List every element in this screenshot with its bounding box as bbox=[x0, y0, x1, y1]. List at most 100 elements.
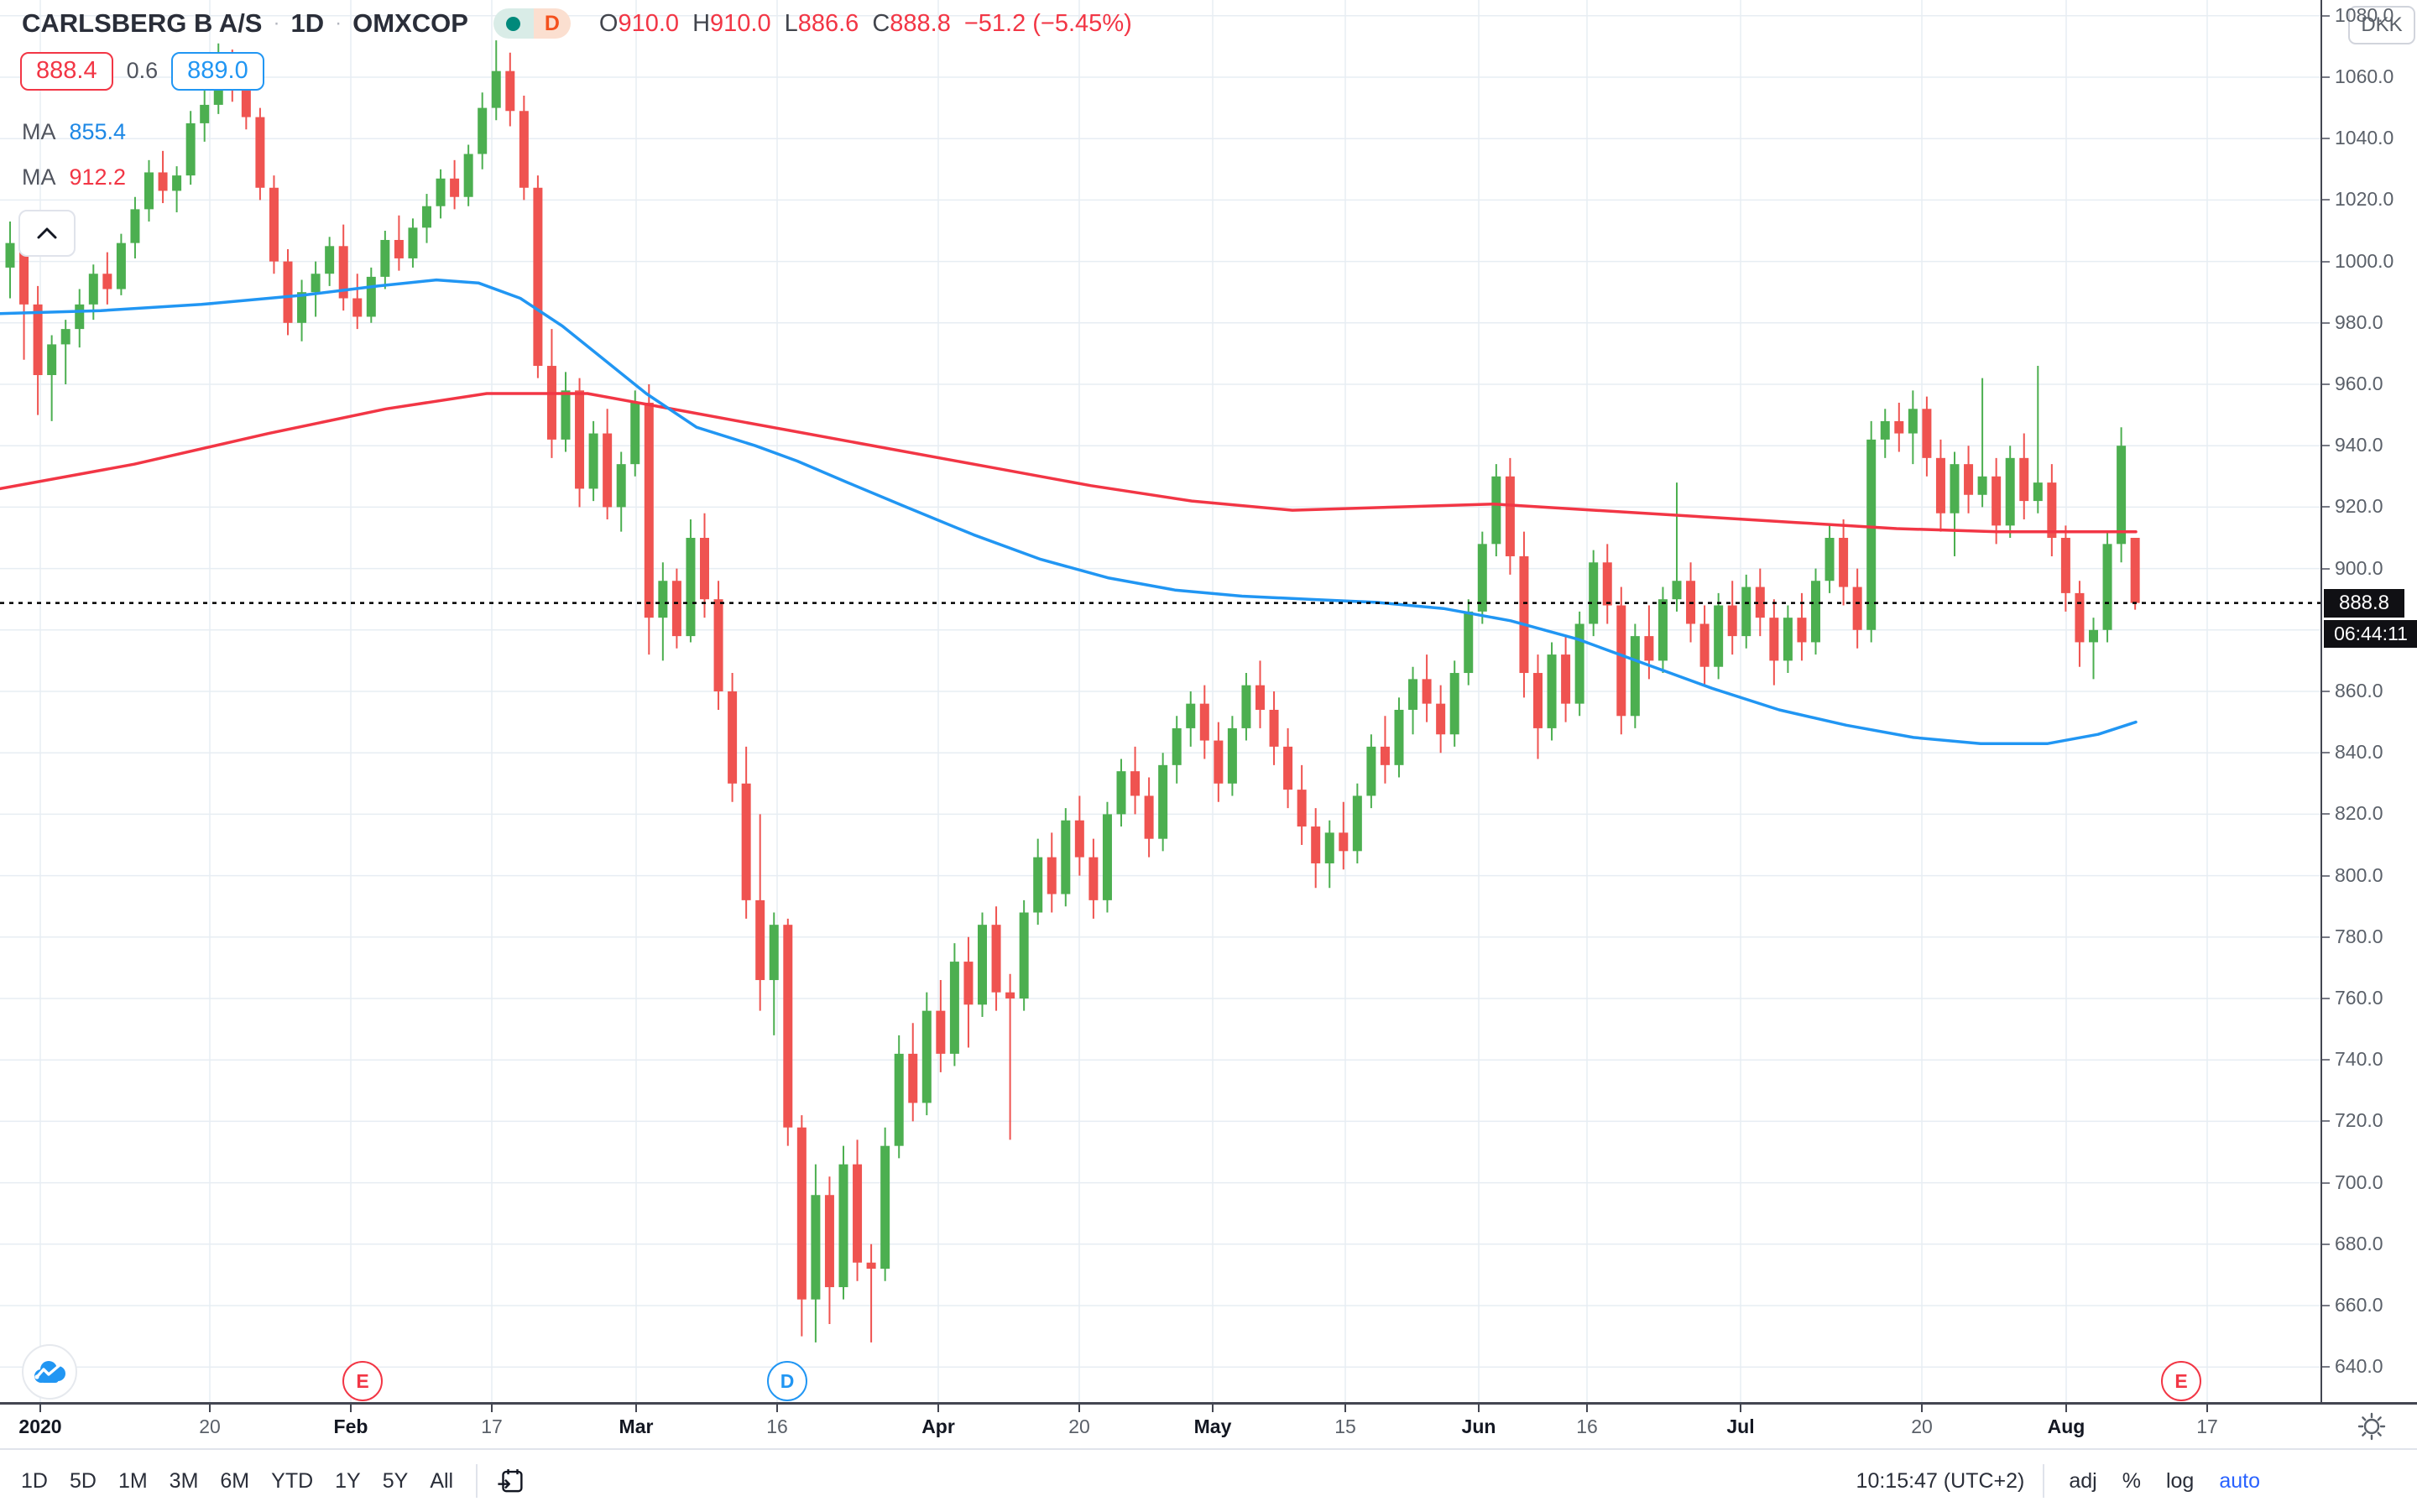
price-label: 640.0 bbox=[2335, 1355, 2383, 1378]
bar-countdown-badge: 06:44:11 bbox=[2324, 620, 2417, 648]
bid-button[interactable]: 888.4 bbox=[20, 52, 113, 91]
ma-value: 855.4 bbox=[69, 119, 127, 144]
price-label: 820.0 bbox=[2335, 802, 2383, 825]
price-label: 840.0 bbox=[2335, 741, 2383, 764]
open-value: 910.0 bbox=[618, 9, 680, 37]
price-label: 1060.0 bbox=[2335, 65, 2394, 87]
range-button-all[interactable]: All bbox=[430, 1468, 454, 1493]
low-label: L bbox=[784, 9, 798, 37]
time-label: 20 bbox=[1068, 1416, 1090, 1437]
symbol-title[interactable]: CARLSBERG B A/S bbox=[22, 8, 263, 38]
toolbar-divider bbox=[2043, 1464, 2045, 1498]
price-label: 960.0 bbox=[2335, 373, 2383, 394]
close-value: 888.8 bbox=[890, 9, 951, 37]
range-button-1d[interactable]: 1D bbox=[21, 1468, 48, 1493]
scale-button-adj[interactable]: adj bbox=[2069, 1468, 2097, 1493]
axis-settings-button[interactable] bbox=[2355, 1410, 2388, 1447]
range-button-6m[interactable]: 6M bbox=[220, 1468, 250, 1493]
price-axis[interactable]: DKK 888.8 06:44:11 640.0 660.0 680.0 700.0 7… bbox=[2320, 0, 2417, 1402]
spread-value: 0.6 bbox=[126, 58, 159, 84]
time-label: 20 bbox=[1911, 1416, 1933, 1437]
price-tick bbox=[2322, 752, 2330, 754]
range-button-3m[interactable]: 3M bbox=[169, 1468, 199, 1493]
time-tick bbox=[2206, 1405, 2208, 1412]
chart-header: CARLSBERG B A/S · 1D · OMXCOP D O 910.0 … bbox=[22, 8, 1132, 39]
time-tick bbox=[39, 1405, 41, 1412]
price-label: 940.0 bbox=[2335, 434, 2383, 456]
price-label: 680.0 bbox=[2335, 1232, 2383, 1254]
range-button-ytd[interactable]: YTD bbox=[271, 1468, 314, 1493]
collapse-indicators-button[interactable] bbox=[18, 210, 76, 257]
price-label: 860.0 bbox=[2335, 680, 2383, 701]
toolbar-divider bbox=[476, 1464, 478, 1498]
candlestick-chart[interactable] bbox=[0, 0, 2320, 1402]
range-button-1y[interactable]: 1Y bbox=[335, 1468, 361, 1493]
sun-icon bbox=[2357, 1412, 2386, 1441]
time-label: 15 bbox=[1334, 1416, 1356, 1437]
time-tick bbox=[1740, 1405, 1741, 1412]
price-tick bbox=[2322, 936, 2330, 938]
currency-button[interactable]: DKK bbox=[2348, 6, 2415, 44]
status-dot-icon bbox=[506, 16, 521, 31]
event-marker-d[interactable]: D bbox=[767, 1361, 807, 1401]
time-label: Feb bbox=[333, 1416, 368, 1437]
price-label: 740.0 bbox=[2335, 1048, 2383, 1071]
range-button-5y[interactable]: 5Y bbox=[382, 1468, 409, 1493]
price-label: 1020.0 bbox=[2335, 188, 2394, 211]
close-label: C bbox=[872, 9, 890, 37]
cloud-chart-icon bbox=[34, 1361, 65, 1383]
time-tick bbox=[937, 1405, 939, 1412]
time-label: May bbox=[1193, 1416, 1232, 1437]
calendar-arrow-icon bbox=[498, 1469, 523, 1493]
event-marker-e[interactable]: E bbox=[2161, 1361, 2201, 1401]
indicator-ma-slow[interactable]: MA 912.2 bbox=[22, 164, 126, 190]
exchange-label[interactable]: OMXCOP bbox=[352, 8, 468, 38]
price-label: 720.0 bbox=[2335, 1109, 2383, 1132]
price-tick bbox=[2322, 138, 2330, 140]
price-tick bbox=[2322, 260, 2330, 263]
range-button-5d[interactable]: 5D bbox=[69, 1468, 97, 1493]
price-label: 1040.0 bbox=[2335, 127, 2394, 149]
indicator-ma-fast[interactable]: MA 855.4 bbox=[22, 119, 126, 145]
time-axis[interactable]: 2020 20 Feb 17 Mar 16 Apr 20 May 15 Jun 16 Jul 20 Aug 1… bbox=[0, 1402, 2417, 1451]
time-label: 16 bbox=[1576, 1416, 1598, 1437]
price-tick bbox=[2322, 998, 2330, 999]
price-tick bbox=[2322, 1120, 2330, 1123]
time-tick bbox=[635, 1405, 637, 1412]
price-tick bbox=[2322, 1305, 2330, 1306]
interval-label[interactable]: 1D bbox=[290, 8, 325, 38]
open-label: O bbox=[598, 9, 619, 37]
go-to-date-button[interactable] bbox=[489, 1463, 531, 1499]
time-tick bbox=[1921, 1405, 1923, 1412]
scale-button-percent[interactable]: % bbox=[2122, 1468, 2141, 1493]
event-marker-e[interactable]: E bbox=[342, 1361, 383, 1401]
session-clock[interactable]: 10:15:47 (UTC+2) bbox=[1856, 1468, 2025, 1493]
price-label: 700.0 bbox=[2335, 1170, 2383, 1193]
price-tick bbox=[2322, 1243, 2330, 1245]
price-tick bbox=[2322, 383, 2330, 385]
time-tick bbox=[1478, 1405, 1480, 1412]
price-tick bbox=[2322, 1366, 2330, 1369]
chevron-up-icon bbox=[37, 227, 57, 239]
price-tick bbox=[2322, 199, 2330, 201]
scale-button-auto[interactable]: auto bbox=[2219, 1468, 2260, 1493]
price-tick bbox=[2322, 76, 2330, 78]
tradingview-logo[interactable] bbox=[22, 1344, 77, 1400]
ma-value: 912.2 bbox=[69, 164, 127, 190]
time-label: 17 bbox=[481, 1416, 503, 1437]
price-tick bbox=[2322, 874, 2330, 877]
ask-button[interactable]: 889.0 bbox=[171, 52, 264, 91]
range-button-1m[interactable]: 1M bbox=[117, 1468, 148, 1493]
interval-d-badge: D bbox=[533, 8, 571, 39]
title-separator: · bbox=[335, 12, 342, 34]
time-label: 17 bbox=[2196, 1416, 2218, 1437]
price-label: 900.0 bbox=[2335, 556, 2383, 579]
low-value: 886.6 bbox=[797, 9, 859, 37]
time-tick bbox=[1212, 1405, 1214, 1412]
notification-interval-pill[interactable]: D bbox=[493, 8, 571, 39]
price-tick bbox=[2322, 691, 2330, 692]
scale-button-log[interactable]: log bbox=[2165, 1468, 2195, 1493]
price-tick bbox=[2322, 14, 2330, 17]
price-tick bbox=[2322, 1181, 2330, 1184]
time-label: Mar bbox=[619, 1416, 654, 1437]
